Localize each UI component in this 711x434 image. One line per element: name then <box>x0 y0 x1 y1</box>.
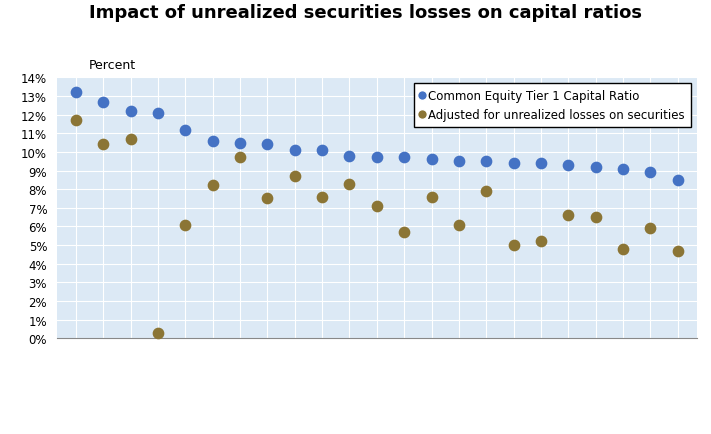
Point <box>645 225 656 232</box>
Point <box>508 242 519 249</box>
Point <box>207 183 218 190</box>
Point <box>508 160 519 167</box>
Point <box>235 140 246 147</box>
Point <box>481 188 492 195</box>
Point <box>316 147 328 154</box>
Point <box>535 160 547 167</box>
Point <box>97 141 109 148</box>
Point <box>207 138 218 145</box>
Point <box>672 248 683 255</box>
Point <box>262 141 273 148</box>
Point <box>152 110 164 117</box>
Text: Impact of unrealized securities losses on capital ratios: Impact of unrealized securities losses o… <box>89 4 642 22</box>
Point <box>97 99 109 106</box>
Point <box>125 136 137 143</box>
Point <box>152 329 164 336</box>
Point <box>180 222 191 229</box>
Point <box>371 203 383 210</box>
Point <box>398 155 410 161</box>
Point <box>672 177 683 184</box>
Point <box>371 155 383 161</box>
Point <box>617 246 629 253</box>
Point <box>535 238 547 245</box>
Point <box>289 173 301 180</box>
Point <box>453 158 464 165</box>
Point <box>617 166 629 173</box>
Point <box>289 147 301 154</box>
Point <box>426 194 437 201</box>
Point <box>645 170 656 177</box>
Point <box>344 181 356 187</box>
Point <box>562 162 574 169</box>
Point <box>590 164 602 171</box>
Point <box>453 222 464 229</box>
Point <box>481 158 492 165</box>
Point <box>344 153 356 160</box>
Point <box>316 194 328 201</box>
Point <box>70 118 82 125</box>
Point <box>562 212 574 219</box>
Legend: Common Equity Tier 1 Capital Ratio, Adjusted for unrealized losses on securities: Common Equity Tier 1 Capital Ratio, Adju… <box>415 84 691 128</box>
Point <box>70 89 82 96</box>
Point <box>398 229 410 236</box>
Point <box>180 127 191 134</box>
Point <box>235 155 246 161</box>
Point <box>262 196 273 203</box>
Text: Percent: Percent <box>89 59 136 72</box>
Point <box>590 214 602 221</box>
Point <box>125 108 137 115</box>
Point <box>426 157 437 164</box>
